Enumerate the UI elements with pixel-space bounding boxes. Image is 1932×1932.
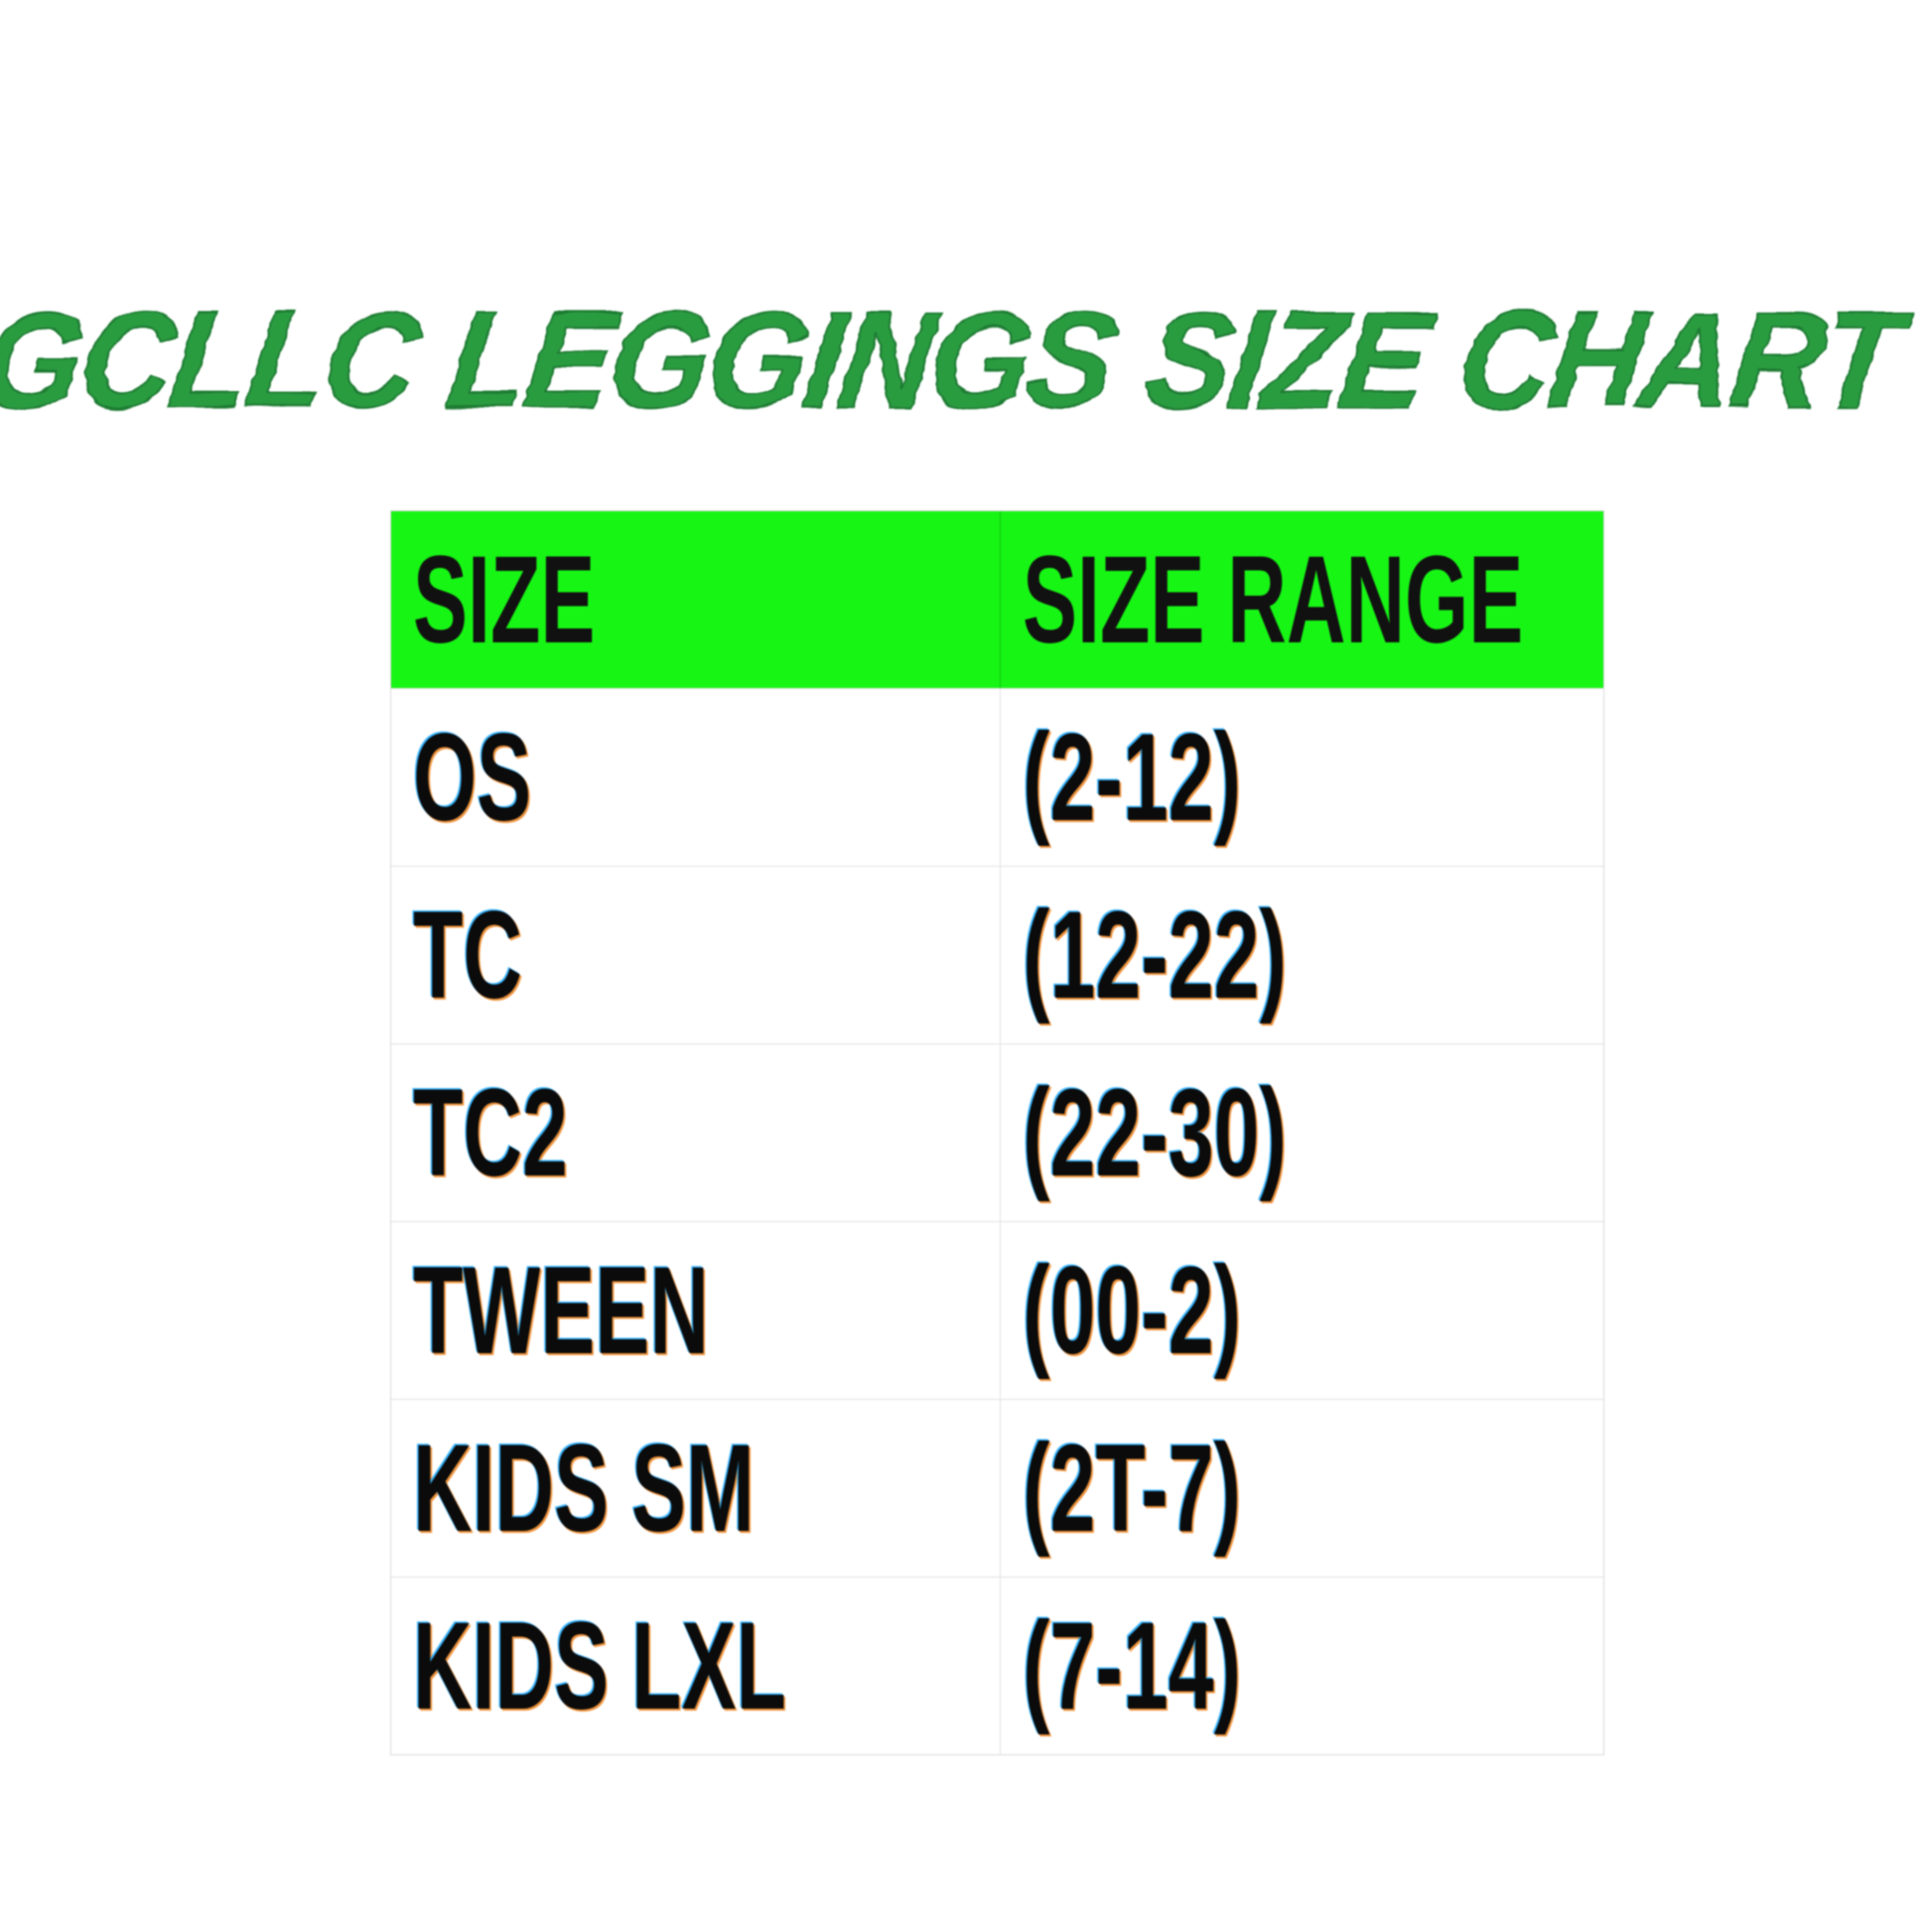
svg-text:GCLLC LEGGINGS SIZE CHART: GCLLC LEGGINGS SIZE CHART bbox=[0, 284, 1919, 437]
